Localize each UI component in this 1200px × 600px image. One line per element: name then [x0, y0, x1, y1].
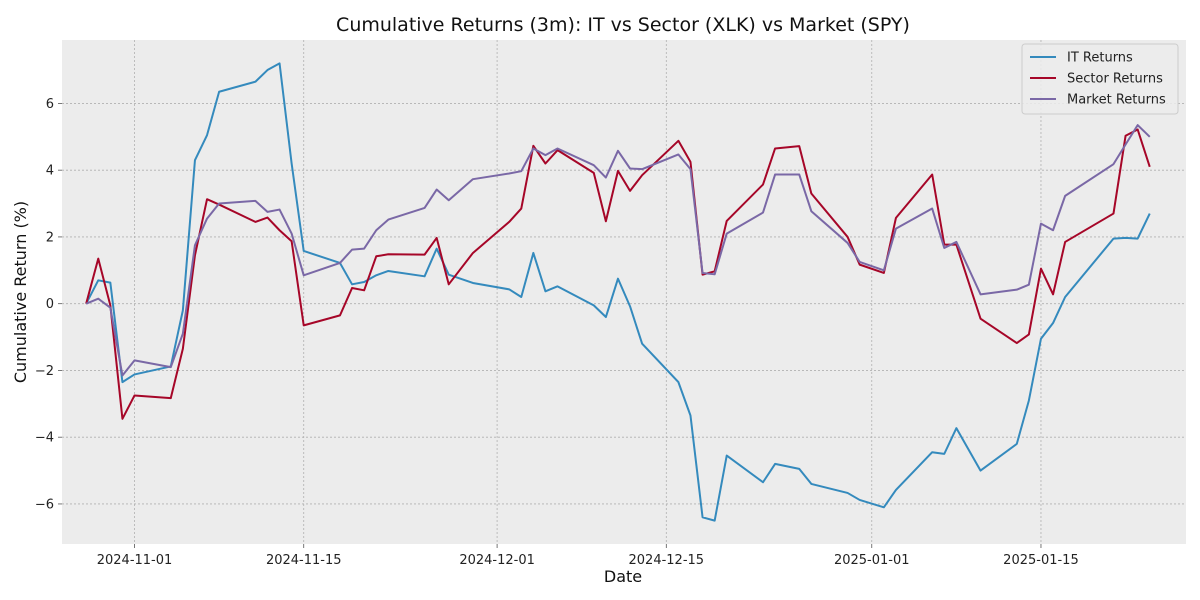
y-tick-label: 6: [46, 97, 54, 112]
y-tick-label: 4: [46, 164, 54, 179]
y-tick-label: −2: [35, 364, 54, 379]
grid-lines: [62, 40, 1186, 544]
legend-label: Sector Returns: [1067, 72, 1163, 87]
x-tick-label: 2024-12-01: [459, 553, 535, 568]
x-tick-label: 2025-01-15: [1003, 553, 1079, 568]
y-tick-label: −6: [35, 497, 54, 512]
y-tick-label: −4: [35, 431, 54, 446]
x-tick-label: 2024-11-01: [97, 553, 173, 568]
legend-label: Market Returns: [1067, 93, 1166, 108]
y-axis-ticks: −6 −4 −2 0 2 4 6: [35, 97, 62, 512]
y-tick-label: 2: [46, 230, 54, 245]
x-tick-label: 2025-01-01: [834, 553, 910, 568]
legend-label: IT Returns: [1067, 51, 1133, 66]
y-tick-label: 0: [46, 297, 54, 312]
legend-box: [1021, 43, 1179, 115]
x-tick-label: 2024-12-15: [629, 553, 705, 568]
y-axis-label: Cumulative Return (%): [11, 201, 30, 383]
series-line-market-returns: [85, 124, 1151, 377]
series-line-it-returns: [85, 62, 1151, 522]
x-axis-label: Date: [604, 567, 642, 586]
x-axis-ticks: 2024-11-01 2024-11-15 2024-12-01 2024-12-15…: [97, 544, 1079, 568]
x-tick-label: 2024-11-15: [266, 553, 342, 568]
series-line-sector-returns: [85, 128, 1151, 420]
legend: IT Returns Sector Returns Market Returns: [1021, 43, 1179, 115]
chart-title: Cumulative Returns (3m): IT vs Sector (X…: [336, 14, 910, 36]
series-layer: [85, 62, 1151, 522]
